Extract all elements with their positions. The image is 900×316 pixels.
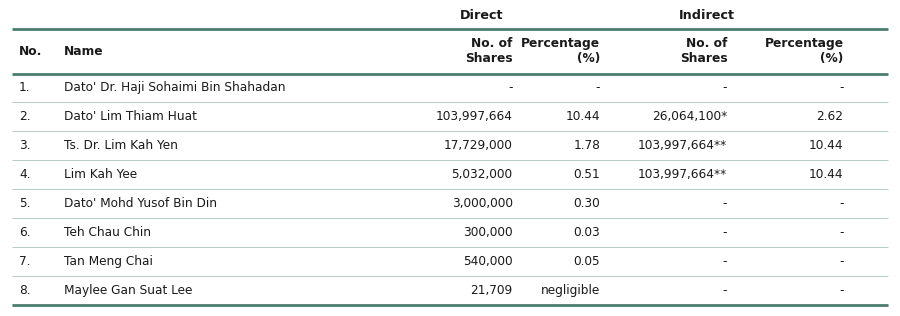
Text: -: - [723, 284, 727, 297]
Text: 10.44: 10.44 [565, 110, 600, 123]
Text: -: - [723, 197, 727, 210]
Text: Tan Meng Chai: Tan Meng Chai [64, 255, 152, 268]
Text: -: - [839, 197, 843, 210]
Text: 2.62: 2.62 [816, 110, 843, 123]
Text: 17,729,000: 17,729,000 [444, 139, 513, 152]
Text: 7.: 7. [19, 255, 31, 268]
Text: 10.44: 10.44 [809, 168, 843, 181]
Text: Maylee Gan Suat Lee: Maylee Gan Suat Lee [64, 284, 192, 297]
Text: 5.: 5. [19, 197, 31, 210]
Text: 1.: 1. [19, 82, 31, 94]
Text: -: - [723, 82, 727, 94]
Text: 8.: 8. [19, 284, 31, 297]
Text: 6.: 6. [19, 226, 31, 239]
Text: -: - [839, 255, 843, 268]
Text: Teh Chau Chin: Teh Chau Chin [64, 226, 150, 239]
Text: Dato' Mohd Yusof Bin Din: Dato' Mohd Yusof Bin Din [64, 197, 217, 210]
Text: 21,709: 21,709 [471, 284, 513, 297]
Text: 5,032,000: 5,032,000 [452, 168, 513, 181]
Text: 0.51: 0.51 [573, 168, 600, 181]
Text: 0.30: 0.30 [573, 197, 600, 210]
Text: 0.03: 0.03 [573, 226, 600, 239]
Text: -: - [723, 255, 727, 268]
Text: -: - [839, 226, 843, 239]
Text: 3,000,000: 3,000,000 [452, 197, 513, 210]
Text: -: - [508, 82, 513, 94]
Text: Direct: Direct [460, 9, 503, 22]
Text: No.: No. [19, 45, 42, 58]
Text: 26,064,100*: 26,064,100* [652, 110, 727, 123]
Text: -: - [596, 82, 600, 94]
Text: Dato' Lim Thiam Huat: Dato' Lim Thiam Huat [64, 110, 196, 123]
Text: Ts. Dr. Lim Kah Yen: Ts. Dr. Lim Kah Yen [64, 139, 177, 152]
Text: Indirect: Indirect [679, 9, 734, 22]
Text: 103,997,664**: 103,997,664** [638, 168, 727, 181]
Text: 1.78: 1.78 [573, 139, 600, 152]
Text: Name: Name [64, 45, 104, 58]
Text: -: - [839, 82, 843, 94]
Text: 103,997,664: 103,997,664 [436, 110, 513, 123]
Text: 4.: 4. [19, 168, 31, 181]
Text: 3.: 3. [19, 139, 31, 152]
Text: 540,000: 540,000 [463, 255, 513, 268]
Text: negligible: negligible [541, 284, 600, 297]
Text: 300,000: 300,000 [463, 226, 513, 239]
Text: 0.05: 0.05 [573, 255, 600, 268]
Text: Percentage
(%): Percentage (%) [521, 37, 600, 65]
Text: -: - [839, 284, 843, 297]
Text: No. of
Shares: No. of Shares [680, 37, 727, 65]
Text: 10.44: 10.44 [809, 139, 843, 152]
Text: Dato' Dr. Haji Sohaimi Bin Shahadan: Dato' Dr. Haji Sohaimi Bin Shahadan [64, 82, 285, 94]
Text: 2.: 2. [19, 110, 31, 123]
Text: -: - [723, 226, 727, 239]
Text: No. of
Shares: No. of Shares [465, 37, 513, 65]
Text: Lim Kah Yee: Lim Kah Yee [64, 168, 137, 181]
Text: 103,997,664**: 103,997,664** [638, 139, 727, 152]
Text: Percentage
(%): Percentage (%) [764, 37, 843, 65]
